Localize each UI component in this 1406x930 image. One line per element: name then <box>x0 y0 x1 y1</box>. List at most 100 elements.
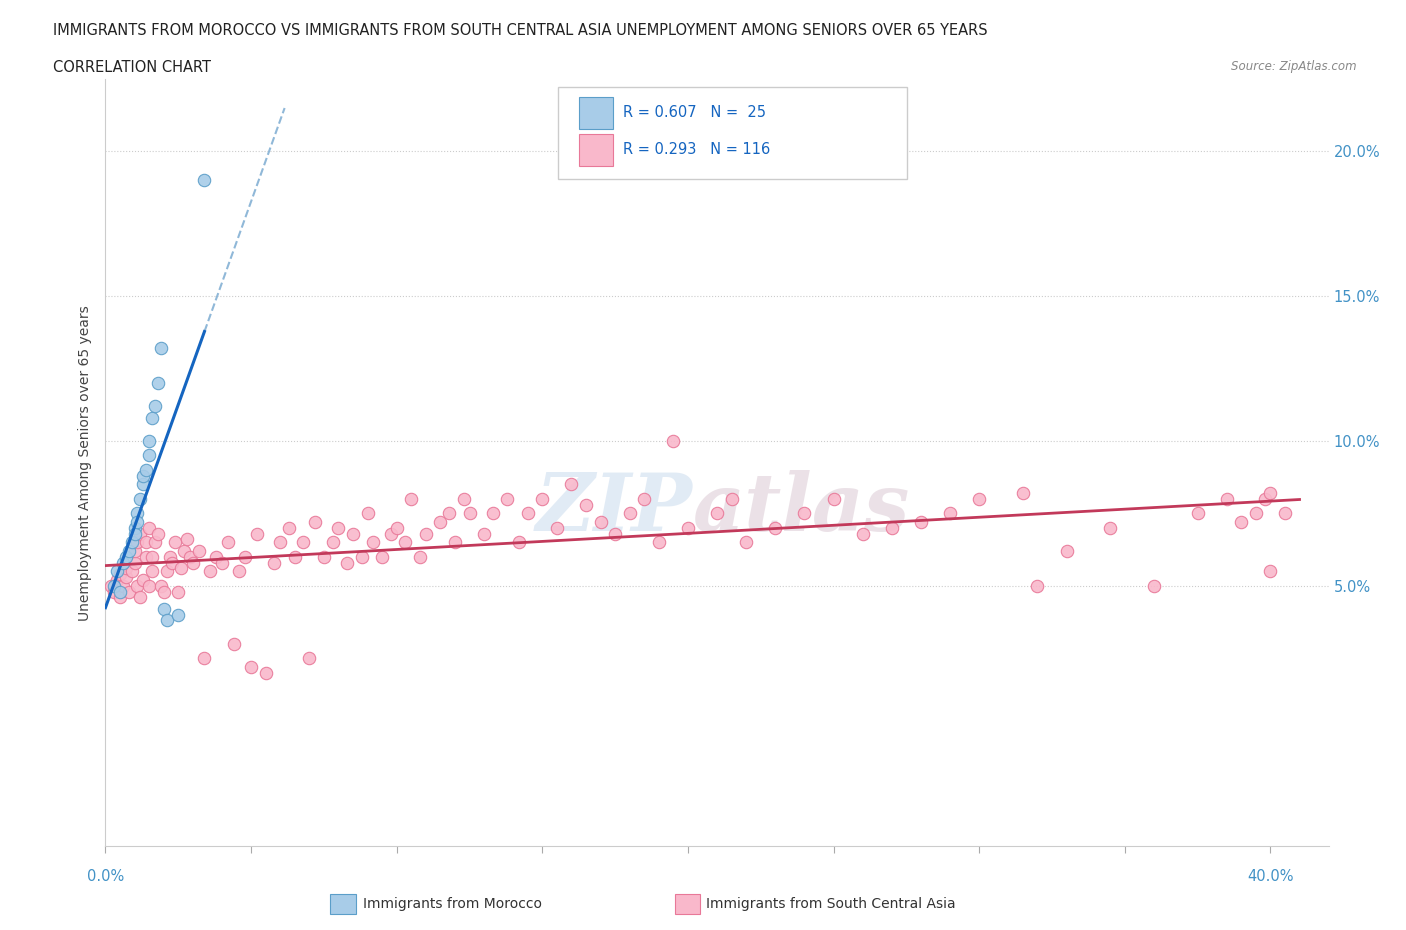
Point <box>481 506 505 521</box>
Point <box>103 578 125 593</box>
Point <box>108 566 131 581</box>
Point <box>138 578 160 593</box>
Point <box>132 573 155 588</box>
Point <box>385 521 408 536</box>
Point <box>127 506 149 521</box>
Point <box>115 569 138 584</box>
Point <box>1187 506 1209 521</box>
Point <box>176 532 198 547</box>
Point <box>793 506 815 521</box>
Point <box>394 535 416 550</box>
Point <box>472 526 495 541</box>
Point <box>676 521 699 536</box>
Text: Immigrants from Morocco: Immigrants from Morocco <box>363 897 541 911</box>
Point <box>1260 564 1282 578</box>
Text: IMMIGRANTS FROM MOROCCO VS IMMIGRANTS FROM SOUTH CENTRAL ASIA UNEMPLOYMENT AMONG: IMMIGRANTS FROM MOROCCO VS IMMIGRANTS FR… <box>53 23 988 38</box>
Point <box>1253 491 1275 506</box>
Point <box>298 651 321 666</box>
Point <box>105 573 128 588</box>
Text: atlas: atlas <box>693 470 910 548</box>
Point <box>409 550 432 565</box>
Point <box>720 491 742 506</box>
Bar <box>675 894 700 914</box>
Point <box>173 543 195 558</box>
FancyBboxPatch shape <box>558 86 907 179</box>
Point <box>496 491 519 506</box>
Point <box>516 506 538 521</box>
Point <box>228 564 250 578</box>
Point <box>735 535 758 550</box>
Text: R = 0.607   N =  25: R = 0.607 N = 25 <box>623 105 766 120</box>
Point <box>880 521 903 536</box>
Point <box>179 550 201 565</box>
Point <box>1244 506 1267 521</box>
Point <box>852 526 875 541</box>
Point <box>1011 485 1033 500</box>
Point <box>108 590 131 604</box>
Point <box>560 477 582 492</box>
Point <box>246 526 269 541</box>
Point <box>350 550 373 565</box>
Point <box>149 341 172 356</box>
Point <box>648 535 671 550</box>
Point <box>152 584 174 599</box>
Point <box>141 550 163 565</box>
Point <box>127 535 149 550</box>
Point <box>363 535 385 550</box>
Point <box>135 535 157 550</box>
Point <box>162 555 184 570</box>
Point <box>111 578 134 593</box>
Point <box>546 521 568 536</box>
Point <box>939 506 962 521</box>
Point <box>217 535 239 550</box>
Point <box>170 561 193 576</box>
Text: R = 0.293   N = 116: R = 0.293 N = 116 <box>623 142 770 157</box>
Point <box>328 521 350 536</box>
Point <box>910 514 932 529</box>
Point <box>167 607 190 622</box>
Bar <box>330 894 356 914</box>
Point <box>129 526 152 541</box>
Point <box>111 555 134 570</box>
Point <box>706 506 728 521</box>
Point <box>115 561 138 576</box>
Point <box>312 550 335 565</box>
Point <box>146 376 169 391</box>
Point <box>336 555 359 570</box>
Point <box>193 651 215 666</box>
Point <box>222 636 245 651</box>
Point <box>1099 521 1122 536</box>
Point <box>118 584 141 599</box>
Point <box>181 555 204 570</box>
Text: ZIP: ZIP <box>536 470 693 548</box>
Point <box>1026 578 1049 593</box>
Point <box>121 535 143 550</box>
Point <box>575 498 598 512</box>
Point <box>156 564 179 578</box>
Point <box>633 491 655 506</box>
Point <box>138 448 160 463</box>
Point <box>292 535 315 550</box>
Point <box>356 506 378 521</box>
Point <box>240 659 263 674</box>
Point <box>322 535 344 550</box>
Point <box>603 526 626 541</box>
Point <box>132 477 155 492</box>
Point <box>108 584 131 599</box>
Point <box>1215 491 1237 506</box>
Point <box>662 433 685 448</box>
Point <box>380 526 402 541</box>
Point <box>156 613 179 628</box>
Text: Source: ZipAtlas.com: Source: ZipAtlas.com <box>1232 60 1357 73</box>
Point <box>444 535 467 550</box>
Point <box>103 584 125 599</box>
Bar <box>579 134 613 166</box>
Text: 0.0%: 0.0% <box>87 870 124 884</box>
Point <box>284 550 307 565</box>
Point <box>129 590 152 604</box>
Point <box>508 535 530 550</box>
Point <box>135 462 157 477</box>
Point <box>187 543 209 558</box>
Point <box>437 506 460 521</box>
Point <box>205 550 228 565</box>
